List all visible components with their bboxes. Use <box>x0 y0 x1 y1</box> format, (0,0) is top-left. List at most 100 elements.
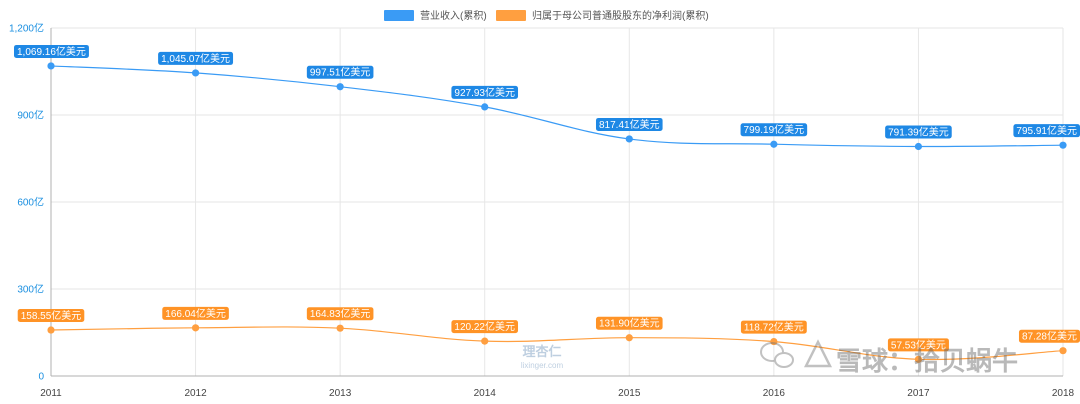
data-label-text: 131.90亿美元 <box>599 317 660 330</box>
series-1-point[interactable] <box>47 62 55 70</box>
data-label-text: 799.19亿美元 <box>744 123 805 136</box>
series-1-data-label: 795.91亿美元 <box>1013 124 1080 138</box>
data-label-box <box>1018 329 1080 343</box>
data-label-text: 817.41亿美元 <box>599 118 660 131</box>
series-2-data-label: 158.55亿美元 <box>17 309 85 323</box>
series-1-point[interactable] <box>1059 141 1067 149</box>
legend-swatch <box>384 10 414 21</box>
series-2-data-label: 87.28亿美元 <box>1018 329 1080 343</box>
data-label-box <box>740 320 807 334</box>
data-labels: 1,069.16亿美元 1,045.07亿美元 997.51亿美元 927.93亿美元… <box>14 44 1080 352</box>
data-label-box <box>595 117 663 131</box>
series-1-data-label: 1,069.16亿美元 <box>14 44 89 58</box>
data-label-box <box>306 307 374 321</box>
legend-label: 营业收入(累积) <box>420 9 487 22</box>
x-tick-label: 2013 <box>329 388 352 399</box>
data-label-box <box>158 51 234 65</box>
lixinger-logo-text: 理杏仁 <box>522 344 561 359</box>
series-1-data-label: 1,045.07亿美元 <box>158 51 234 65</box>
data-label-text: 57.53亿美元 <box>891 338 946 351</box>
series-1-point[interactable] <box>336 83 344 91</box>
data-label-text: 164.83亿美元 <box>310 307 371 320</box>
x-tick-label: 2017 <box>907 388 930 399</box>
legend-item-2[interactable]: 归属于母公司普通股股东的净利润(累积) <box>496 9 709 22</box>
x-tick-label: 2015 <box>618 388 641 399</box>
data-label-box <box>14 44 89 58</box>
xueqiu-watermark: 雪球：拾贝蜗牛 <box>760 339 1018 376</box>
data-label-text: 1,045.07亿美元 <box>161 52 230 65</box>
data-label-box <box>451 85 519 99</box>
series-1-data-label: 927.93亿美元 <box>451 85 519 99</box>
data-label-box <box>595 316 663 330</box>
legend-swatch <box>496 10 526 21</box>
series-line-2 <box>50 326 1064 361</box>
series-2-point[interactable] <box>191 324 200 332</box>
series-1-point[interactable] <box>770 140 778 148</box>
y-tick-label: 600亿 <box>17 196 44 209</box>
data-label-text: 997.51亿美元 <box>310 66 371 79</box>
series-2-point[interactable] <box>481 337 489 345</box>
series-1-data-label: 791.39亿美元 <box>885 125 952 139</box>
data-label-box <box>885 125 952 139</box>
xueqiu-logo-icon <box>803 339 833 368</box>
lixinger-watermark: 理杏仁 lixinger.com <box>521 344 564 370</box>
series-layer <box>47 62 1067 363</box>
x-tick-label: 2016 <box>763 388 786 399</box>
legend[interactable]: 营业收入(累积) 归属于母公司普通股股东的净利润(累积) <box>384 9 709 22</box>
x-tick-label: 2014 <box>474 388 497 399</box>
series-line-1 <box>50 65 1064 148</box>
series-2-point[interactable] <box>914 355 923 363</box>
lixinger-url-text: lixinger.com <box>521 361 564 370</box>
series-2-point[interactable] <box>1059 347 1067 355</box>
y-tick-label: 900亿 <box>17 109 44 122</box>
series-2-data-label: 120.22亿美元 <box>451 320 519 334</box>
series-1-data-label: 817.41亿美元 <box>595 117 663 131</box>
grid-lines <box>50 27 1064 376</box>
data-label-text: 158.55亿美元 <box>21 309 82 322</box>
data-label-box <box>451 320 519 334</box>
data-label-text: 791.39亿美元 <box>888 125 949 138</box>
wechat-icon <box>760 342 794 368</box>
data-label-box <box>740 123 808 137</box>
series-2-data-label: 57.53亿美元 <box>887 338 949 352</box>
data-label-box <box>162 306 229 320</box>
series-2-point[interactable] <box>625 334 633 342</box>
data-label-text: 1,069.16亿美元 <box>17 45 86 58</box>
legend-label: 归属于母公司普通股股东的净利润(累积) <box>532 9 709 22</box>
series-2-data-label: 131.90亿美元 <box>595 316 663 330</box>
data-label-box <box>887 338 949 352</box>
data-label-text: 795.91亿美元 <box>1016 124 1077 137</box>
series-2-point[interactable] <box>770 337 778 346</box>
data-label-box <box>17 309 85 323</box>
series-1-data-label: 997.51亿美元 <box>306 65 374 79</box>
x-tick-label: 2018 <box>1052 388 1075 399</box>
data-label-text: 87.28亿美元 <box>1022 330 1077 343</box>
series-1-point[interactable] <box>914 142 923 151</box>
series-2-data-label: 164.83亿美元 <box>306 307 374 321</box>
y-tick-label: 300亿 <box>17 283 44 296</box>
series-1-point[interactable] <box>191 69 200 77</box>
series-2-data-label: 118.72亿美元 <box>740 320 807 334</box>
data-label-text: 166.04亿美元 <box>165 307 226 320</box>
data-label-box <box>306 65 374 79</box>
xueqiu-watermark-text: 雪球：拾贝蜗牛 <box>836 346 1018 376</box>
series-2-data-label: 166.04亿美元 <box>162 306 229 320</box>
axes: 0 300亿 600亿 900亿 1,200亿 2011 2012 2013 2014 2015 2… <box>9 22 1075 400</box>
data-label-text: 927.93亿美元 <box>454 86 515 99</box>
data-label-text: 118.72亿美元 <box>744 321 804 334</box>
data-label-text: 120.22亿美元 <box>454 320 515 333</box>
series-1-data-label: 799.19亿美元 <box>740 123 808 137</box>
legend-item-1[interactable]: 营业收入(累积) <box>384 9 487 22</box>
x-tick-label: 2011 <box>40 388 62 399</box>
series-1-point[interactable] <box>625 135 633 143</box>
y-tick-label: 0 <box>38 372 44 383</box>
series-1-point[interactable] <box>481 103 489 111</box>
series-2-point[interactable] <box>47 326 55 334</box>
series-2-point[interactable] <box>336 324 344 332</box>
watermarks: 理杏仁 lixinger.com 雪球：拾贝蜗牛 <box>521 339 1018 376</box>
data-label-box <box>1013 124 1080 138</box>
y-tick-label: 1,200亿 <box>9 22 44 35</box>
x-tick-label: 2012 <box>184 388 207 399</box>
